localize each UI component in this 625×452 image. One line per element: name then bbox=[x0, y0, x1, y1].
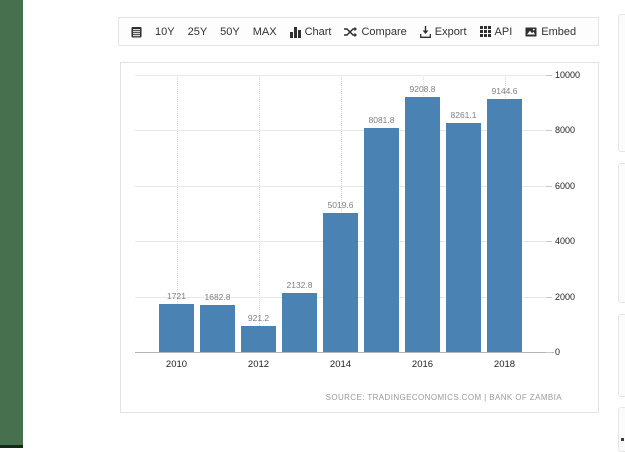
x-axis-tick-label: 2010 bbox=[165, 359, 188, 370]
bar[interactable] bbox=[282, 292, 317, 352]
bar[interactable] bbox=[405, 96, 440, 352]
y-axis-tick-label: 6000 bbox=[555, 180, 576, 191]
bar[interactable] bbox=[446, 123, 481, 352]
embed-button-label: Embed bbox=[541, 25, 577, 38]
y-axis-tick-label: 10000 bbox=[555, 70, 581, 80]
compare-button[interactable]: Compare bbox=[344, 25, 407, 38]
bar-value-label: 1721 bbox=[167, 291, 186, 302]
bar-value-label: 1682.8 bbox=[204, 292, 231, 303]
plot-area[interactable]: 1721 1682.8 921.2 2132.8 5019.6 8081.8 9208.8 8… bbox=[135, 75, 554, 353]
horizontal-gridline bbox=[135, 130, 546, 132]
horizontal-gridline bbox=[135, 75, 546, 76]
range-10y-button[interactable]: 10Y bbox=[155, 25, 175, 38]
grid-icon bbox=[479, 26, 491, 37]
bar-value-label: 5019.6 bbox=[327, 199, 354, 210]
bar-chart-icon bbox=[289, 26, 301, 38]
chart-type-button[interactable]: Chart bbox=[289, 25, 332, 38]
bar-value-label: 921.2 bbox=[247, 313, 270, 324]
y-axis-tick bbox=[546, 241, 552, 243]
chart-type-button-label: Chart bbox=[304, 25, 332, 38]
y-axis-tick bbox=[546, 185, 552, 187]
vertical-gridline bbox=[258, 75, 260, 352]
y-axis-tick-label: 2000 bbox=[555, 291, 576, 302]
y-axis-tick-label: 0 bbox=[555, 347, 561, 357]
left-accent-strip bbox=[0, 0, 23, 448]
range-max-button[interactable]: MAX bbox=[252, 25, 277, 38]
bar[interactable] bbox=[241, 326, 276, 352]
source-attribution: SOURCE: TRADINGECONOMICS.COM | BANK OF Z… bbox=[325, 393, 562, 402]
horizontal-gridline bbox=[135, 185, 546, 187]
x-axis-line bbox=[135, 352, 554, 353]
x-axis-tick-label: 2012 bbox=[247, 359, 270, 370]
bar[interactable] bbox=[200, 305, 235, 352]
chart-toolbar: 10Y 25Y 50Y MAX Chart Compare bbox=[118, 17, 599, 46]
bar-value-label: 8081.8 bbox=[368, 115, 395, 126]
bar[interactable] bbox=[364, 128, 399, 352]
right-rail-card bbox=[618, 163, 625, 303]
calendar-icon[interactable] bbox=[131, 26, 142, 38]
bar-value-label: 9144.6 bbox=[491, 85, 518, 96]
export-button[interactable]: Export bbox=[419, 25, 467, 38]
y-axis-tick bbox=[546, 296, 552, 298]
bar[interactable] bbox=[159, 304, 194, 352]
export-button-label: Export bbox=[434, 25, 467, 38]
y-axis-tick bbox=[546, 130, 552, 132]
y-axis-tick-label: 8000 bbox=[555, 125, 576, 136]
image-icon bbox=[525, 27, 537, 37]
bar-value-label: 8261.1 bbox=[450, 110, 477, 121]
bar[interactable] bbox=[487, 98, 522, 352]
compare-icon bbox=[344, 26, 358, 38]
bar-value-label: 2132.8 bbox=[286, 279, 313, 290]
right-rail-card bbox=[618, 14, 625, 152]
x-axis-tick-label: 2014 bbox=[329, 359, 352, 370]
right-rail-card bbox=[618, 314, 625, 397]
range-50y-button[interactable]: 50Y bbox=[220, 25, 240, 38]
left-accent-strip-cap bbox=[0, 445, 23, 448]
y-axis-tick bbox=[546, 75, 552, 76]
bar[interactable] bbox=[323, 212, 358, 352]
bar-value-label: 9208.8 bbox=[409, 83, 436, 94]
right-rail-card bbox=[618, 407, 625, 452]
vertical-gridline bbox=[176, 75, 178, 352]
download-icon bbox=[419, 25, 431, 38]
api-button[interactable]: API bbox=[479, 25, 513, 38]
compare-button-label: Compare bbox=[361, 25, 407, 38]
embed-button[interactable]: Embed bbox=[525, 26, 576, 38]
y-axis-tick bbox=[546, 352, 552, 353]
range-25y-button[interactable]: 25Y bbox=[187, 25, 208, 38]
right-rail-dot bbox=[621, 438, 624, 441]
x-axis-tick-label: 2018 bbox=[493, 359, 516, 370]
chart-card: 1721 1682.8 921.2 2132.8 5019.6 8081.8 9208.8 8… bbox=[120, 62, 599, 413]
api-button-label: API bbox=[494, 25, 513, 38]
x-axis-tick-label: 2016 bbox=[411, 359, 434, 370]
y-axis-tick-label: 4000 bbox=[555, 236, 576, 247]
